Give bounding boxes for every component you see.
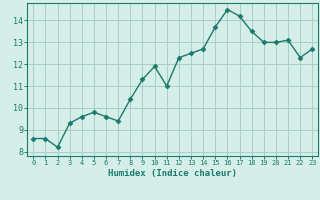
X-axis label: Humidex (Indice chaleur): Humidex (Indice chaleur) [108, 169, 237, 178]
